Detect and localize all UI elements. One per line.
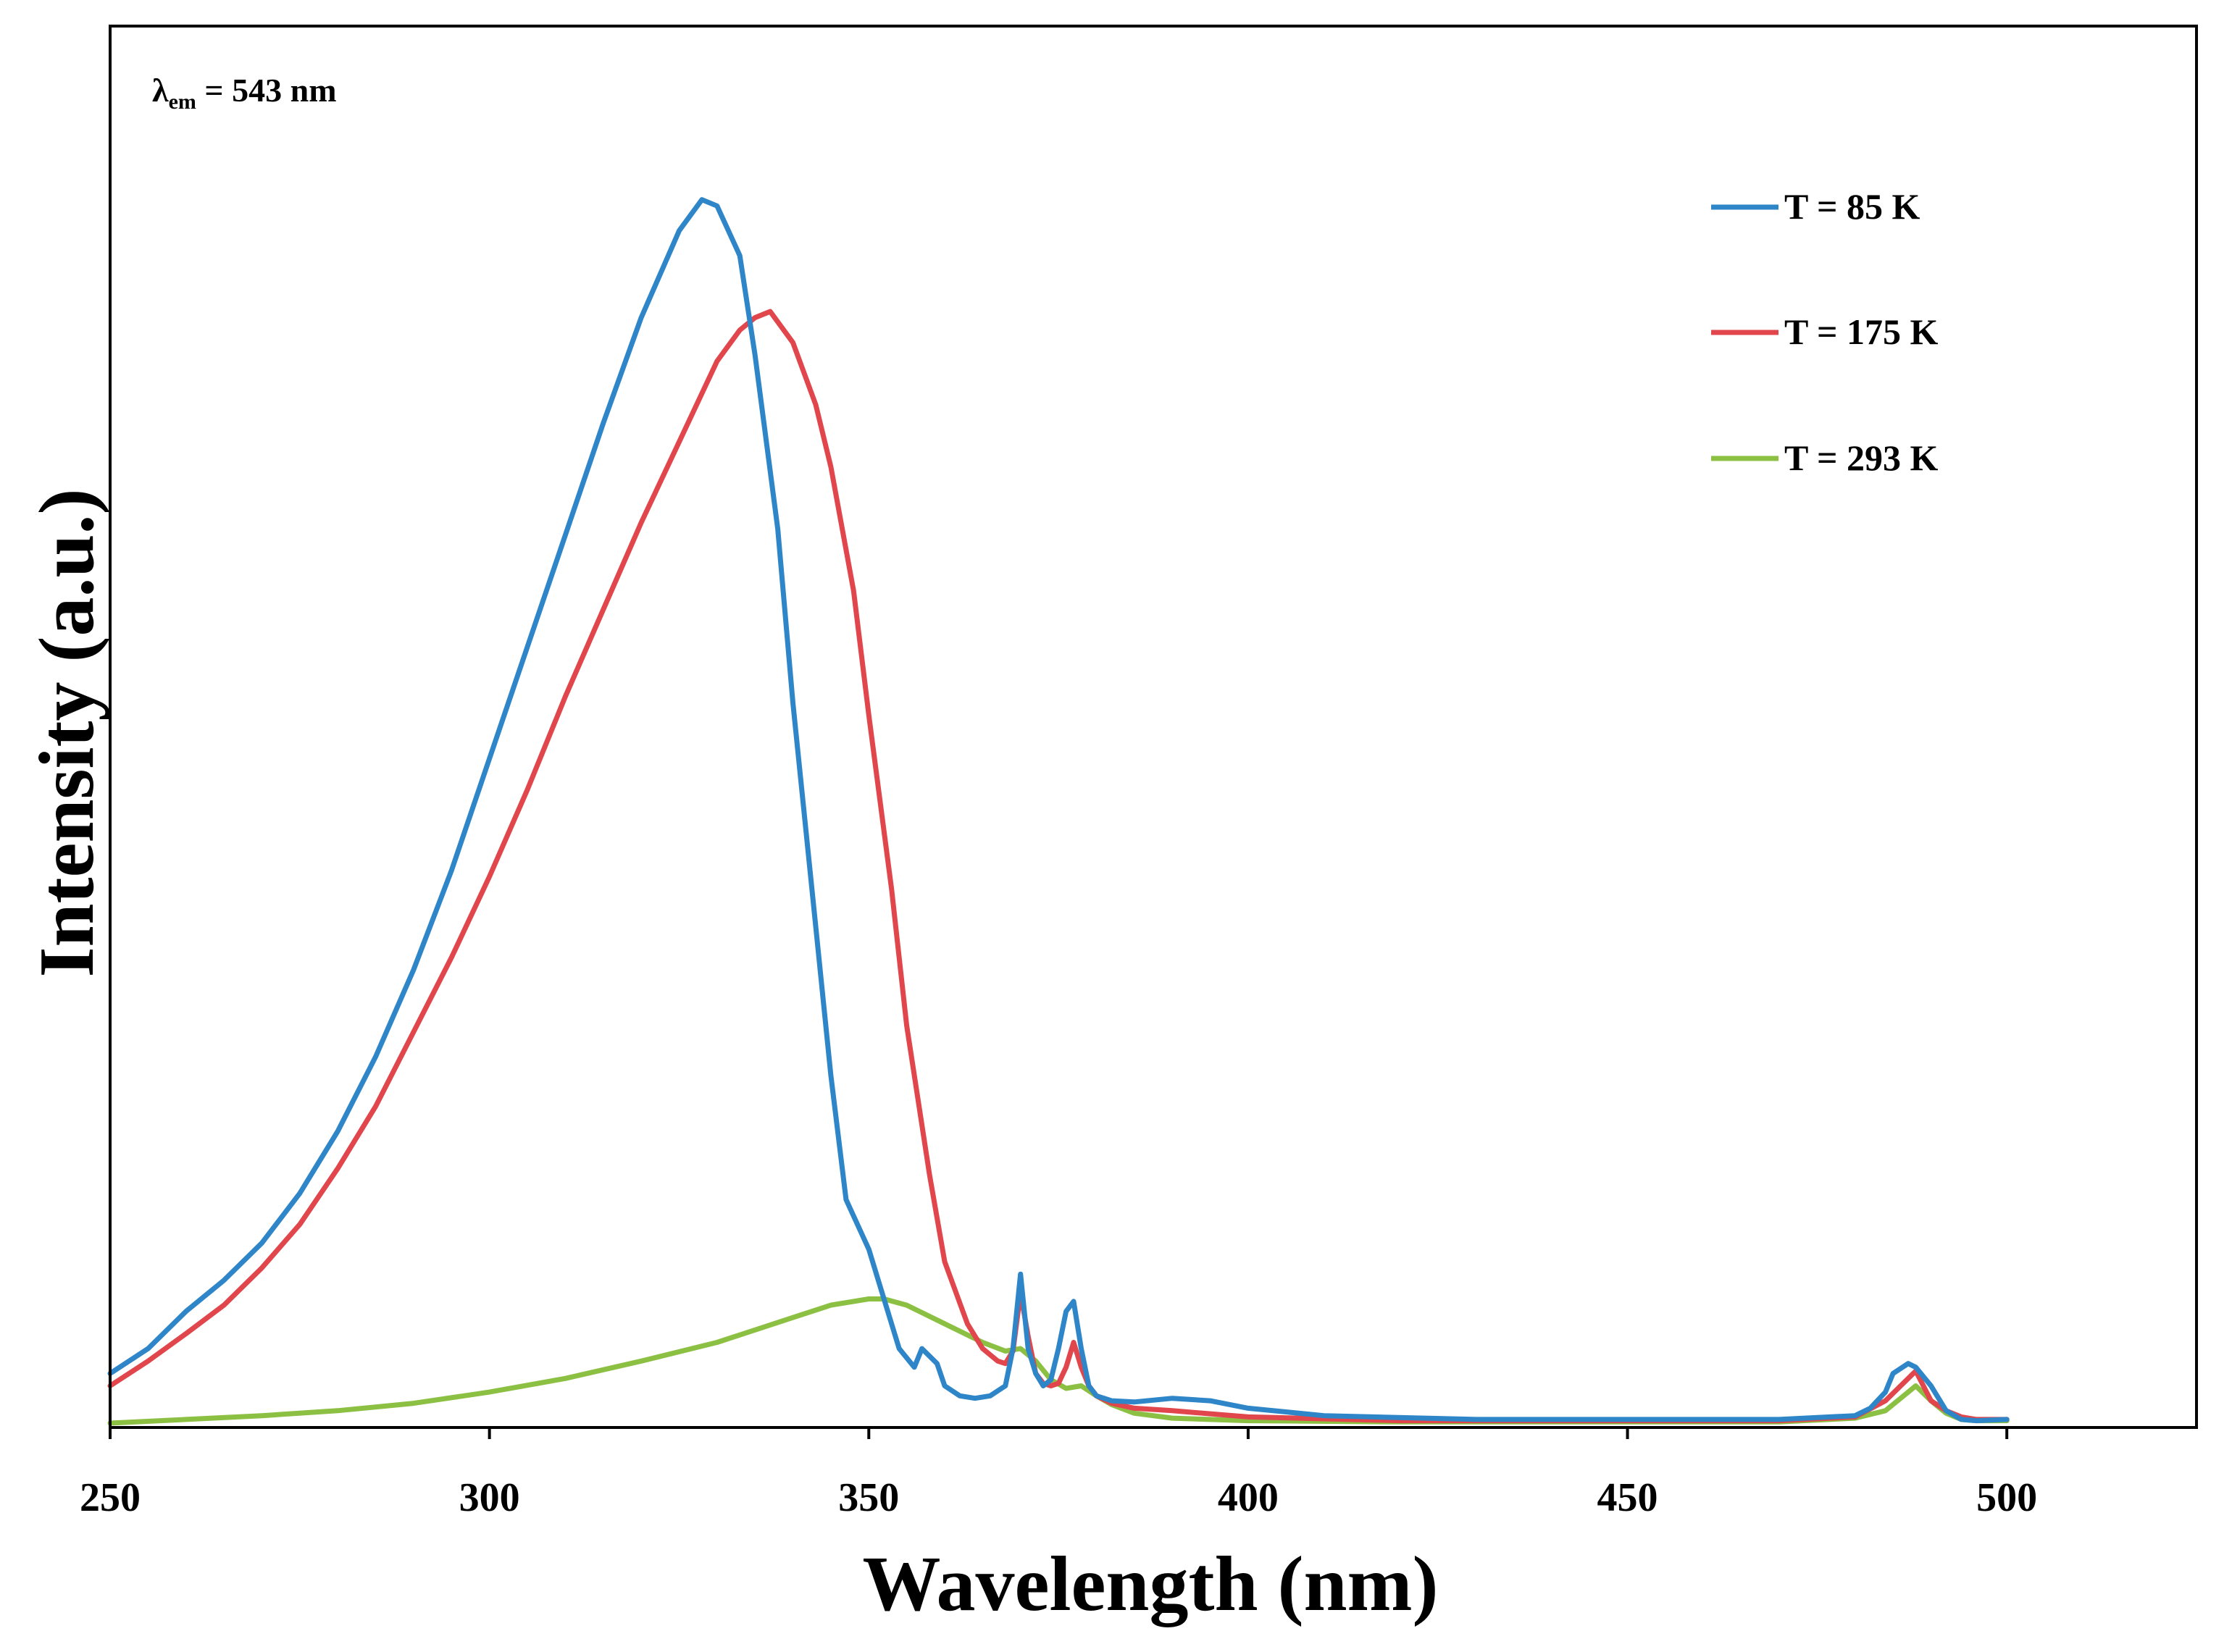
x-tick-label-400: 400: [1218, 1475, 1279, 1520]
x-tick-label-350: 350: [838, 1475, 899, 1520]
x-axis-tick-labels: 250 300 350 400 450 500: [80, 1475, 2037, 1520]
plot-frame: [109, 25, 2198, 1429]
x-tick-label-450: 450: [1597, 1475, 1658, 1520]
y-axis-title: Intensity (a.u.): [24, 488, 110, 977]
annotation-value: = 543 nm: [196, 72, 337, 109]
emission-annotation: λem = 543 nm: [152, 72, 337, 114]
legend-label-85k: T = 85 K: [1784, 186, 1920, 227]
x-axis-ticks: [109, 1427, 2009, 1439]
x-axis-title: Wavelength (nm): [863, 1541, 1439, 1627]
series-layer: [107, 197, 2010, 1426]
annotation-lambda: λ: [152, 72, 169, 109]
annotation-subscript: em: [169, 90, 196, 114]
series-line-85k: [107, 197, 2010, 1424]
legend-label-293k: T = 293 K: [1784, 437, 1938, 478]
x-tick-label-250: 250: [80, 1475, 141, 1520]
x-tick-label-300: 300: [459, 1475, 520, 1520]
legend: T = 85 K T = 175 K T = 293 K: [1711, 186, 1938, 478]
x-tick-label-500: 500: [1976, 1475, 2037, 1520]
legend-label-175k: T = 175 K: [1784, 311, 1938, 352]
